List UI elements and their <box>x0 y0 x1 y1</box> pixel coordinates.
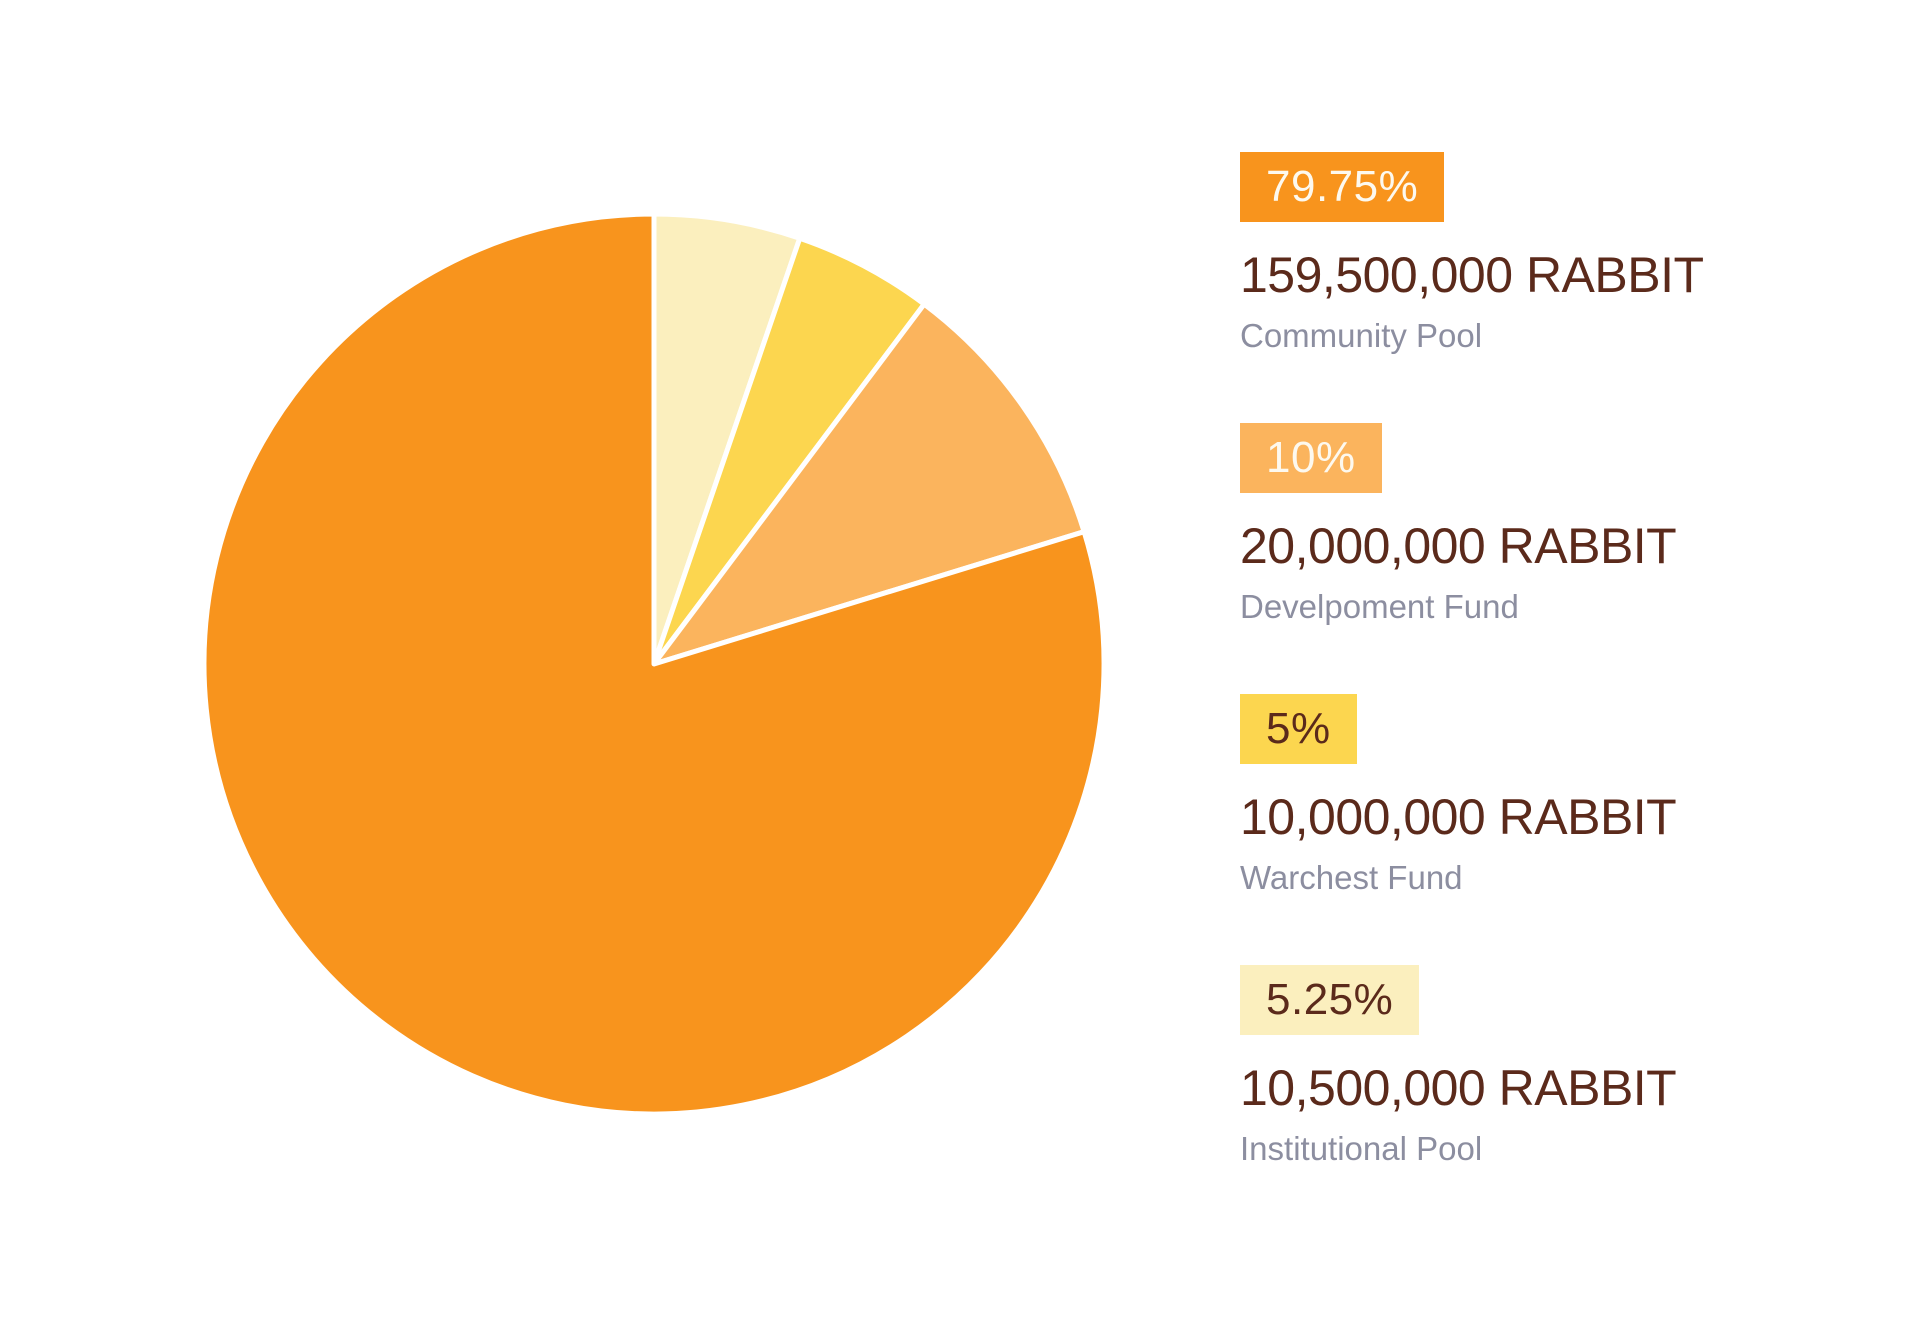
percent-badge: 5.25% <box>1240 965 1420 1035</box>
pool-name: Warchest Fund <box>1240 859 1463 896</box>
legend-item-institutional-pool: 5.25% 10,500,000 RABBIT Institutional Po… <box>1240 965 1704 1169</box>
token-amount: 10,000,000 RABBIT <box>1240 789 1677 845</box>
percent-badge: 10% <box>1240 423 1382 493</box>
pool-name: Develpoment Fund <box>1240 588 1519 625</box>
pie-chart <box>201 211 1107 1117</box>
legend-item-warchest-fund: 5% 10,000,000 RABBIT Warchest Fund <box>1240 694 1704 898</box>
token-amount: 159,500,000 RABBIT <box>1240 247 1704 303</box>
legend-item-community-pool: 79.75% 159,500,000 RABBIT Community Pool <box>1240 152 1704 356</box>
percent-badge: 5% <box>1240 694 1357 764</box>
token-amount: 10,500,000 RABBIT <box>1240 1060 1677 1116</box>
pool-name: Institutional Pool <box>1240 1130 1483 1167</box>
pie-slice-community-pool <box>201 211 1107 1117</box>
pie-slice-develpoment-fund <box>651 301 1087 667</box>
legend-item-develpoment-fund: 10% 20,000,000 RABBIT Develpoment Fund <box>1240 423 1704 627</box>
pool-name: Community Pool <box>1240 317 1483 354</box>
legend: 79.75% 159,500,000 RABBIT Community Pool… <box>1240 152 1704 1236</box>
percent-badge: 79.75% <box>1240 152 1445 222</box>
token-amount: 20,000,000 RABBIT <box>1240 518 1677 574</box>
